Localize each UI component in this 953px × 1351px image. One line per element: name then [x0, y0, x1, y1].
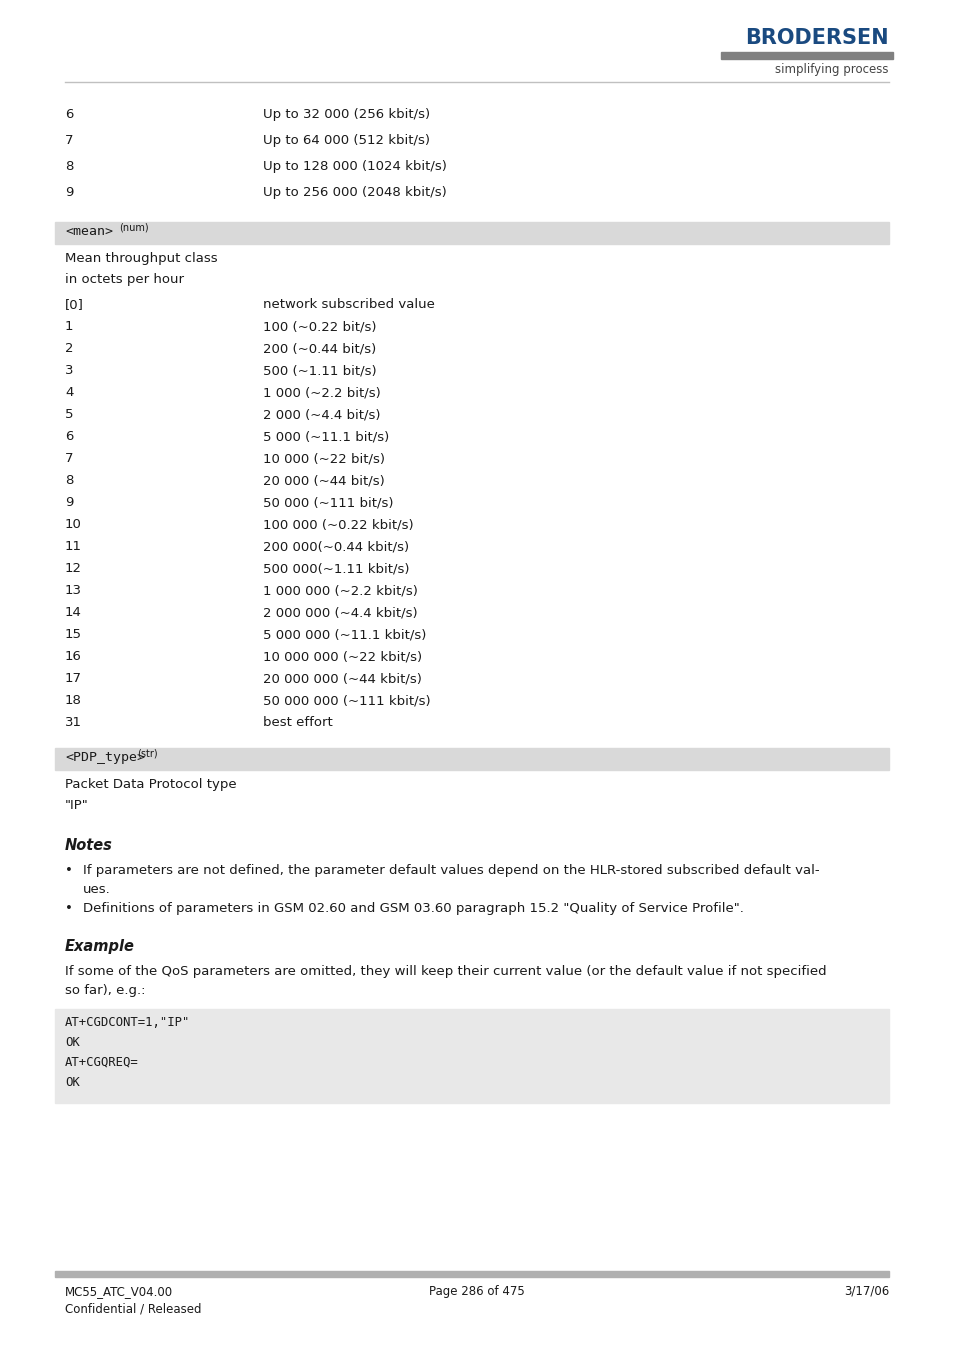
Text: Mean throughput class: Mean throughput class	[65, 253, 217, 265]
Bar	[55, 1271, 888, 1277]
Text: •: •	[65, 865, 72, 877]
Text: (str): (str)	[137, 748, 157, 759]
Text: BRODERSEN: BRODERSEN	[744, 28, 888, 49]
Text: 100 000 (~0.22 kbit/s): 100 000 (~0.22 kbit/s)	[263, 517, 414, 531]
Text: OK: OK	[65, 1036, 80, 1048]
Text: 10: 10	[65, 517, 82, 531]
Text: 13: 13	[65, 584, 82, 597]
Text: simplifying process: simplifying process	[775, 63, 888, 76]
Text: 1 000 000 (~2.2 kbit/s): 1 000 000 (~2.2 kbit/s)	[263, 584, 417, 597]
Text: Page 286 of 475: Page 286 of 475	[429, 1285, 524, 1298]
Text: Up to 256 000 (2048 kbit/s): Up to 256 000 (2048 kbit/s)	[263, 186, 446, 199]
Text: <PDP_type>: <PDP_type>	[65, 751, 145, 765]
Text: •: •	[65, 902, 72, 915]
Text: [0]: [0]	[65, 299, 84, 311]
Text: 18: 18	[65, 694, 82, 707]
Text: 9: 9	[65, 496, 73, 509]
Text: Up to 128 000 (1024 kbit/s): Up to 128 000 (1024 kbit/s)	[263, 159, 446, 173]
Text: AT+CGDCONT=1,"IP": AT+CGDCONT=1,"IP"	[65, 1016, 191, 1029]
Text: If parameters are not defined, the parameter default values depend on the HLR-st: If parameters are not defined, the param…	[83, 865, 819, 877]
Text: 2 000 000 (~4.4 kbit/s): 2 000 000 (~4.4 kbit/s)	[263, 607, 417, 619]
Text: 50 000 000 (~111 kbit/s): 50 000 000 (~111 kbit/s)	[263, 694, 430, 707]
Text: ues.: ues.	[83, 884, 111, 896]
Text: 8: 8	[65, 474, 73, 486]
Text: If some of the QoS parameters are omitted, they will keep their current value (o: If some of the QoS parameters are omitte…	[65, 965, 825, 978]
Text: 10 000 000 (~22 kbit/s): 10 000 000 (~22 kbit/s)	[263, 650, 421, 663]
Text: Up to 64 000 (512 kbit/s): Up to 64 000 (512 kbit/s)	[263, 134, 430, 147]
Text: 200 (~0.44 bit/s): 200 (~0.44 bit/s)	[263, 342, 375, 355]
Text: best effort: best effort	[263, 716, 333, 730]
Text: 7: 7	[65, 453, 73, 465]
Text: 5 000 (~11.1 bit/s): 5 000 (~11.1 bit/s)	[263, 430, 389, 443]
Text: 5: 5	[65, 408, 73, 422]
Text: 15: 15	[65, 628, 82, 640]
Bar	[55, 748, 888, 770]
Text: Packet Data Protocol type: Packet Data Protocol type	[65, 778, 236, 790]
Text: 5 000 000 (~11.1 kbit/s): 5 000 000 (~11.1 kbit/s)	[263, 628, 426, 640]
Text: 1: 1	[65, 320, 73, 332]
Text: MC55_ATC_V04.00: MC55_ATC_V04.00	[65, 1285, 172, 1298]
Text: 2: 2	[65, 342, 73, 355]
Text: AT+CGQREQ=: AT+CGQREQ=	[65, 1056, 138, 1069]
Text: 8: 8	[65, 159, 73, 173]
Text: Example: Example	[65, 939, 134, 954]
Text: OK: OK	[65, 1075, 80, 1089]
Text: 6: 6	[65, 108, 73, 122]
Text: 7: 7	[65, 134, 73, 147]
Text: in octets per hour: in octets per hour	[65, 273, 184, 286]
Text: so far), e.g.:: so far), e.g.:	[65, 984, 146, 997]
Text: 10 000 (~22 bit/s): 10 000 (~22 bit/s)	[263, 453, 385, 465]
Text: Up to 32 000 (256 kbit/s): Up to 32 000 (256 kbit/s)	[263, 108, 430, 122]
Text: 1 000 (~2.2 bit/s): 1 000 (~2.2 bit/s)	[263, 386, 380, 399]
Text: 12: 12	[65, 562, 82, 576]
Bar	[55, 1009, 888, 1102]
Text: 31: 31	[65, 716, 82, 730]
Text: Notes: Notes	[65, 838, 112, 852]
Text: 100 (~0.22 bit/s): 100 (~0.22 bit/s)	[263, 320, 376, 332]
Text: (num): (num)	[119, 223, 149, 232]
Text: 200 000(~0.44 kbit/s): 200 000(~0.44 kbit/s)	[263, 540, 409, 553]
Bar	[55, 222, 888, 245]
Text: 2 000 (~4.4 bit/s): 2 000 (~4.4 bit/s)	[263, 408, 380, 422]
Text: 9: 9	[65, 186, 73, 199]
Text: 6: 6	[65, 430, 73, 443]
Text: 20 000 (~44 bit/s): 20 000 (~44 bit/s)	[263, 474, 384, 486]
Text: 3/17/06: 3/17/06	[842, 1285, 888, 1298]
Text: 4: 4	[65, 386, 73, 399]
Text: "IP": "IP"	[65, 798, 89, 812]
Bar	[720, 51, 892, 59]
Text: 11: 11	[65, 540, 82, 553]
Text: Confidential / Released: Confidential / Released	[65, 1302, 201, 1315]
Text: 50 000 (~111 bit/s): 50 000 (~111 bit/s)	[263, 496, 393, 509]
Text: 14: 14	[65, 607, 82, 619]
Text: 500 000(~1.11 kbit/s): 500 000(~1.11 kbit/s)	[263, 562, 409, 576]
Text: 16: 16	[65, 650, 82, 663]
Text: <mean>: <mean>	[65, 226, 112, 238]
Text: Definitions of parameters in GSM 02.60 and GSM 03.60 paragraph 15.2 "Quality of : Definitions of parameters in GSM 02.60 a…	[83, 902, 743, 915]
Text: network subscribed value: network subscribed value	[263, 299, 435, 311]
Text: 500 (~1.11 bit/s): 500 (~1.11 bit/s)	[263, 363, 376, 377]
Text: 3: 3	[65, 363, 73, 377]
Text: 20 000 000 (~44 kbit/s): 20 000 000 (~44 kbit/s)	[263, 671, 421, 685]
Text: 17: 17	[65, 671, 82, 685]
